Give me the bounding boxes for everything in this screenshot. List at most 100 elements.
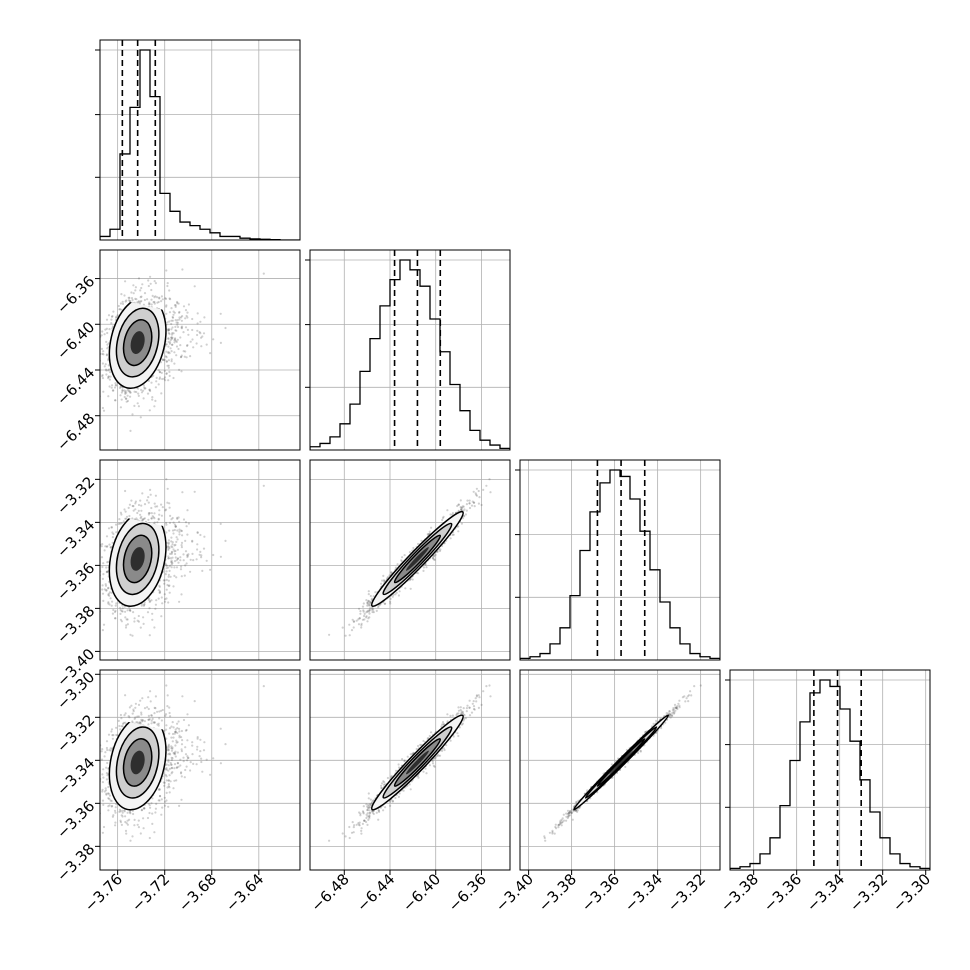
sample-point bbox=[395, 591, 398, 594]
sample-point bbox=[169, 298, 172, 301]
sample-point bbox=[468, 502, 471, 505]
sample-point bbox=[160, 300, 163, 303]
sample-point bbox=[179, 344, 182, 347]
sample-point bbox=[167, 351, 170, 354]
sample-point bbox=[129, 609, 132, 613]
sample-point bbox=[361, 618, 364, 621]
sample-point bbox=[143, 503, 147, 506]
sample-point bbox=[459, 499, 462, 502]
sample-point bbox=[171, 343, 174, 346]
sample-point bbox=[110, 591, 113, 595]
sample-point bbox=[400, 560, 403, 563]
sample-point bbox=[172, 310, 175, 313]
y-tick-label: −6.44 bbox=[53, 364, 98, 409]
sample-point bbox=[178, 368, 181, 371]
sample-point bbox=[165, 350, 168, 353]
sample-point bbox=[163, 600, 167, 603]
sample-point bbox=[152, 301, 155, 304]
sample-point bbox=[148, 302, 151, 306]
sample-point bbox=[102, 390, 105, 393]
sample-point bbox=[176, 319, 179, 322]
sample-point bbox=[369, 601, 372, 604]
sample-point bbox=[147, 496, 150, 499]
sample-point bbox=[167, 566, 170, 569]
sample-point bbox=[108, 594, 111, 597]
sample-point bbox=[168, 297, 171, 300]
sample-point bbox=[167, 351, 170, 354]
sample-point bbox=[119, 511, 122, 514]
sample-point bbox=[130, 499, 133, 502]
sample-point bbox=[89, 591, 91, 593]
sample-point bbox=[176, 529, 179, 532]
sample-point bbox=[147, 279, 150, 282]
sample-point bbox=[167, 345, 170, 348]
sample-point bbox=[168, 521, 172, 525]
sample-point bbox=[164, 297, 168, 300]
sample-point bbox=[124, 390, 127, 393]
sample-point bbox=[170, 307, 173, 310]
sample-point bbox=[115, 531, 118, 534]
sample-point bbox=[101, 374, 104, 377]
sample-point bbox=[132, 505, 135, 508]
sample-point bbox=[120, 620, 123, 623]
sample-point bbox=[199, 550, 202, 554]
sample-point bbox=[167, 541, 170, 544]
sample-point bbox=[485, 484, 488, 487]
sample-point bbox=[110, 604, 113, 607]
sample-point bbox=[135, 517, 138, 520]
sample-point bbox=[174, 549, 177, 553]
sample-point bbox=[178, 600, 181, 603]
sample-point bbox=[115, 316, 118, 319]
sample-point bbox=[180, 544, 183, 547]
sample-point bbox=[172, 532, 175, 535]
sample-point bbox=[191, 539, 194, 542]
sample-point bbox=[147, 518, 150, 521]
sample-point bbox=[174, 325, 177, 328]
sample-point bbox=[137, 392, 140, 395]
sample-point bbox=[478, 496, 481, 499]
sample-point bbox=[459, 506, 462, 509]
sample-point bbox=[176, 557, 179, 561]
sample-point bbox=[157, 518, 160, 521]
sample-point bbox=[134, 500, 137, 503]
sample-point bbox=[166, 501, 169, 504]
sample-point bbox=[142, 389, 145, 392]
sample-point bbox=[172, 376, 175, 380]
sample-point bbox=[119, 522, 122, 525]
sample-point bbox=[161, 358, 164, 362]
sample-point bbox=[168, 320, 171, 323]
sample-point bbox=[128, 390, 131, 393]
sample-point bbox=[149, 488, 152, 491]
sample-point bbox=[152, 516, 155, 519]
sample-point bbox=[133, 617, 136, 620]
sample-point bbox=[150, 288, 153, 292]
sample-point bbox=[133, 404, 136, 407]
sample-point bbox=[167, 573, 170, 577]
sample-point bbox=[165, 564, 168, 567]
sample-point bbox=[148, 600, 151, 604]
sample-point bbox=[175, 321, 178, 324]
sample-point bbox=[146, 499, 149, 502]
sample-point bbox=[219, 312, 222, 315]
sample-point bbox=[129, 300, 132, 303]
sample-point bbox=[151, 294, 154, 297]
sample-point bbox=[355, 619, 358, 622]
sample-point bbox=[118, 606, 122, 609]
sample-point bbox=[408, 551, 411, 554]
sample-point bbox=[101, 377, 105, 380]
sample-point bbox=[370, 597, 374, 600]
sample-point bbox=[147, 284, 150, 288]
sample-point bbox=[158, 509, 161, 512]
sample-point bbox=[124, 280, 127, 283]
sample-point bbox=[176, 302, 179, 305]
sample-point bbox=[140, 604, 143, 607]
sample-point bbox=[167, 545, 170, 549]
sample-point bbox=[180, 355, 183, 358]
sample-point bbox=[466, 499, 469, 502]
panel-frame bbox=[99, 459, 301, 661]
sample-point bbox=[139, 626, 142, 629]
sample-point bbox=[147, 303, 150, 306]
sample-point bbox=[111, 389, 114, 392]
sample-point bbox=[114, 399, 117, 402]
sample-point bbox=[199, 533, 202, 537]
